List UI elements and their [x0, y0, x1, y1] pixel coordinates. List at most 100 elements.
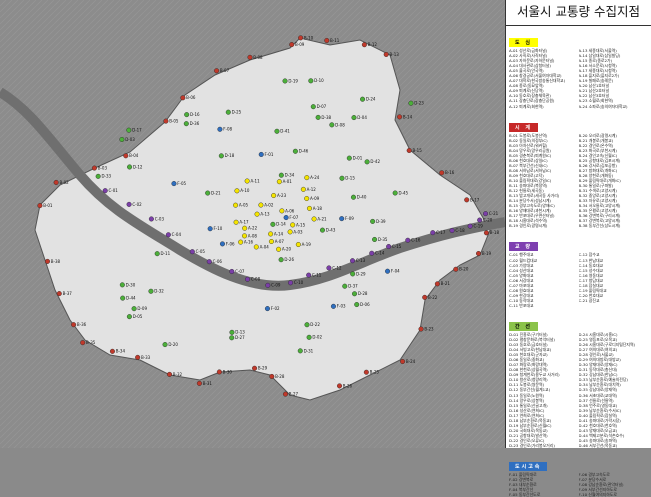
site-marker-D-06[interactable]: D-06: [354, 302, 370, 308]
site-marker-A-16[interactable]: A-16: [238, 240, 254, 245]
site-dot[interactable]: [372, 236, 378, 242]
site-marker-D-45[interactable]: D-45: [392, 190, 409, 196]
site-marker-C-12[interactable]: C-12: [326, 265, 342, 271]
site-dot[interactable]: [268, 238, 274, 244]
site-marker-B-29[interactable]: B-29: [252, 366, 268, 371]
site-marker-D-02[interactable]: D-02: [306, 335, 323, 340]
site-marker-B-09[interactable]: B-09: [289, 42, 305, 48]
site-dot[interactable]: [102, 188, 108, 194]
site-marker-A-09[interactable]: A-09: [304, 196, 320, 202]
site-marker-D-39[interactable]: D-39: [370, 219, 386, 224]
site-marker-F-07[interactable]: F-07: [283, 215, 299, 221]
site-dot[interactable]: [392, 190, 398, 196]
site-marker-B-04[interactable]: B-04: [123, 153, 139, 159]
site-marker-A-11[interactable]: A-11: [244, 178, 260, 184]
site-dot[interactable]: [206, 259, 212, 265]
site-dot[interactable]: [352, 291, 358, 297]
site-marker-A-14[interactable]: A-14: [268, 231, 284, 237]
site-marker-B-16[interactable]: B-16: [439, 170, 455, 176]
site-marker-B-06[interactable]: B-06: [180, 95, 196, 101]
site-marker-D-10[interactable]: D-10: [308, 78, 325, 84]
site-marker-D-17[interactable]: D-17: [126, 128, 143, 133]
site-marker-F-10[interactable]: F-10: [207, 226, 223, 232]
site-dot[interactable]: [44, 258, 50, 264]
site-dot[interactable]: [154, 251, 160, 257]
site-marker-C-03[interactable]: C-03: [148, 216, 164, 222]
site-marker-F-09[interactable]: F-09: [339, 216, 354, 222]
site-marker-B-31[interactable]: B-31: [196, 381, 212, 386]
site-marker-D-15[interactable]: D-15: [339, 176, 356, 181]
site-dot[interactable]: [276, 246, 282, 252]
site-marker-B-27[interactable]: B-27: [282, 391, 299, 397]
site-marker-D-05[interactable]: D-05: [126, 314, 143, 320]
site-dot[interactable]: [165, 232, 171, 238]
site-marker-A-08[interactable]: A-08: [242, 233, 257, 239]
site-dot[interactable]: [233, 219, 239, 225]
site-marker-D-40[interactable]: D-40: [350, 195, 367, 200]
site-marker-D-42[interactable]: D-42: [364, 159, 381, 165]
site-marker-D-04[interactable]: D-04: [351, 115, 368, 121]
site-marker-C-09[interactable]: C-09: [265, 283, 281, 288]
site-marker-A-06[interactable]: A-06: [279, 208, 295, 214]
site-marker-B-26[interactable]: B-26: [337, 383, 353, 389]
site-marker-D-33[interactable]: D-33: [95, 174, 112, 179]
site-dot[interactable]: [292, 148, 298, 154]
site-marker-D-44[interactable]: D-44: [120, 296, 136, 301]
site-marker-D-21[interactable]: D-21: [205, 190, 221, 196]
site-dot[interactable]: [131, 306, 137, 312]
site-dot[interactable]: [315, 114, 321, 120]
site-dot[interactable]: [148, 288, 154, 294]
site-marker-D-23[interactable]: D-23: [408, 101, 425, 106]
site-marker-C-14[interactable]: C-14: [369, 251, 385, 256]
site-dot[interactable]: [406, 148, 412, 154]
site-dot[interactable]: [189, 249, 195, 255]
site-dot[interactable]: [288, 280, 294, 286]
site-marker-D-38[interactable]: D-38: [315, 114, 332, 120]
site-dot[interactable]: [339, 216, 345, 222]
site-dot[interactable]: [126, 314, 132, 320]
site-marker-C-04[interactable]: C-04: [165, 232, 181, 238]
site-marker-D-30[interactable]: D-30: [119, 282, 136, 288]
site-dot[interactable]: [162, 342, 168, 348]
site-marker-B-21[interactable]: B-21: [434, 281, 450, 287]
site-dot[interactable]: [430, 230, 436, 236]
site-dot[interactable]: [278, 172, 284, 178]
site-marker-B-28[interactable]: B-28: [269, 374, 285, 379]
site-dot[interactable]: [364, 159, 370, 165]
site-marker-D-27[interactable]: D-27: [229, 335, 245, 341]
site-dot[interactable]: [253, 244, 259, 250]
site-dot[interactable]: [337, 383, 343, 389]
site-dot[interactable]: [225, 109, 231, 115]
site-dot[interactable]: [439, 170, 445, 176]
site-marker-B-08[interactable]: B-08: [247, 54, 263, 60]
site-marker-D-25[interactable]: D-25: [225, 109, 242, 115]
site-dot[interactable]: [282, 391, 288, 397]
site-dot[interactable]: [171, 181, 177, 187]
site-marker-C-15[interactable]: C-15: [386, 244, 402, 250]
site-dot[interactable]: [123, 153, 129, 159]
site-marker-C-06[interactable]: C-06: [206, 259, 222, 265]
site-dot[interactable]: [217, 126, 223, 132]
site-dot[interactable]: [350, 258, 356, 264]
site-dot[interactable]: [119, 136, 125, 142]
site-marker-F-04[interactable]: F-04: [385, 269, 400, 274]
site-dot[interactable]: [219, 241, 225, 247]
site-dot[interactable]: [329, 122, 335, 128]
site-dot[interactable]: [167, 371, 173, 377]
site-dot[interactable]: [330, 303, 336, 309]
site-dot[interactable]: [324, 38, 330, 44]
site-dot[interactable]: [247, 54, 253, 60]
site-marker-B-02[interactable]: B-02: [53, 180, 69, 185]
site-dot[interactable]: [278, 257, 284, 263]
site-dot[interactable]: [216, 369, 222, 375]
site-marker-B-07[interactable]: B-07: [214, 68, 230, 74]
site-marker-B-22[interactable]: B-22: [422, 295, 438, 300]
site-dot[interactable]: [298, 35, 304, 41]
site-marker-A-24[interactable]: A-24: [304, 175, 320, 181]
site-dot[interactable]: [109, 348, 115, 354]
site-dot[interactable]: [363, 369, 369, 375]
site-dot[interactable]: [163, 118, 169, 124]
site-dot[interactable]: [354, 302, 360, 308]
site-dot[interactable]: [289, 42, 295, 48]
site-marker-B-14[interactable]: B-14: [397, 114, 413, 120]
